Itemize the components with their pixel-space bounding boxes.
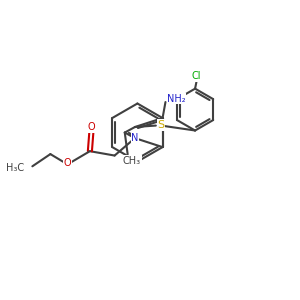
Text: Cl: Cl xyxy=(192,71,201,82)
Text: CH₃: CH₃ xyxy=(123,156,141,166)
Text: O: O xyxy=(88,122,95,132)
Text: O: O xyxy=(63,158,71,168)
Text: S: S xyxy=(158,120,165,130)
Text: H₃C: H₃C xyxy=(5,163,24,173)
Text: N: N xyxy=(131,133,139,143)
Text: NH₂: NH₂ xyxy=(167,94,186,103)
